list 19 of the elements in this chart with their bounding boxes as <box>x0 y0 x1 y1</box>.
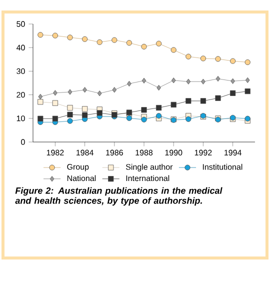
y-tick-label: 50 <box>16 21 25 27</box>
legend-label: National <box>67 175 96 182</box>
x-tick-label: 1986 <box>106 150 123 156</box>
y-tick-label: 0 <box>21 139 25 145</box>
x-tick-label: 1992 <box>194 150 212 156</box>
x-tick-label: 1990 <box>165 150 182 156</box>
y-tick-label: 40 <box>16 44 25 50</box>
y-tick-label: 10 <box>16 116 25 122</box>
legend-label: Group <box>67 164 89 172</box>
legend-label: Single author <box>126 164 173 172</box>
y-tick-label: 30 <box>16 68 25 74</box>
x-tick-label: 1988 <box>136 150 153 156</box>
legend-label: Institutional <box>202 164 242 170</box>
text: Figure 2: Australian publications in the medical and health sciences, by type of authorship. <box>15 187 222 206</box>
y-tick-label: 20 <box>16 92 25 98</box>
x-tick-label: 1994 <box>224 150 242 156</box>
x-tick-label: 1982 <box>46 150 64 156</box>
x-tick-label: 1984 <box>76 150 94 156</box>
legend-label: International <box>126 175 170 182</box>
